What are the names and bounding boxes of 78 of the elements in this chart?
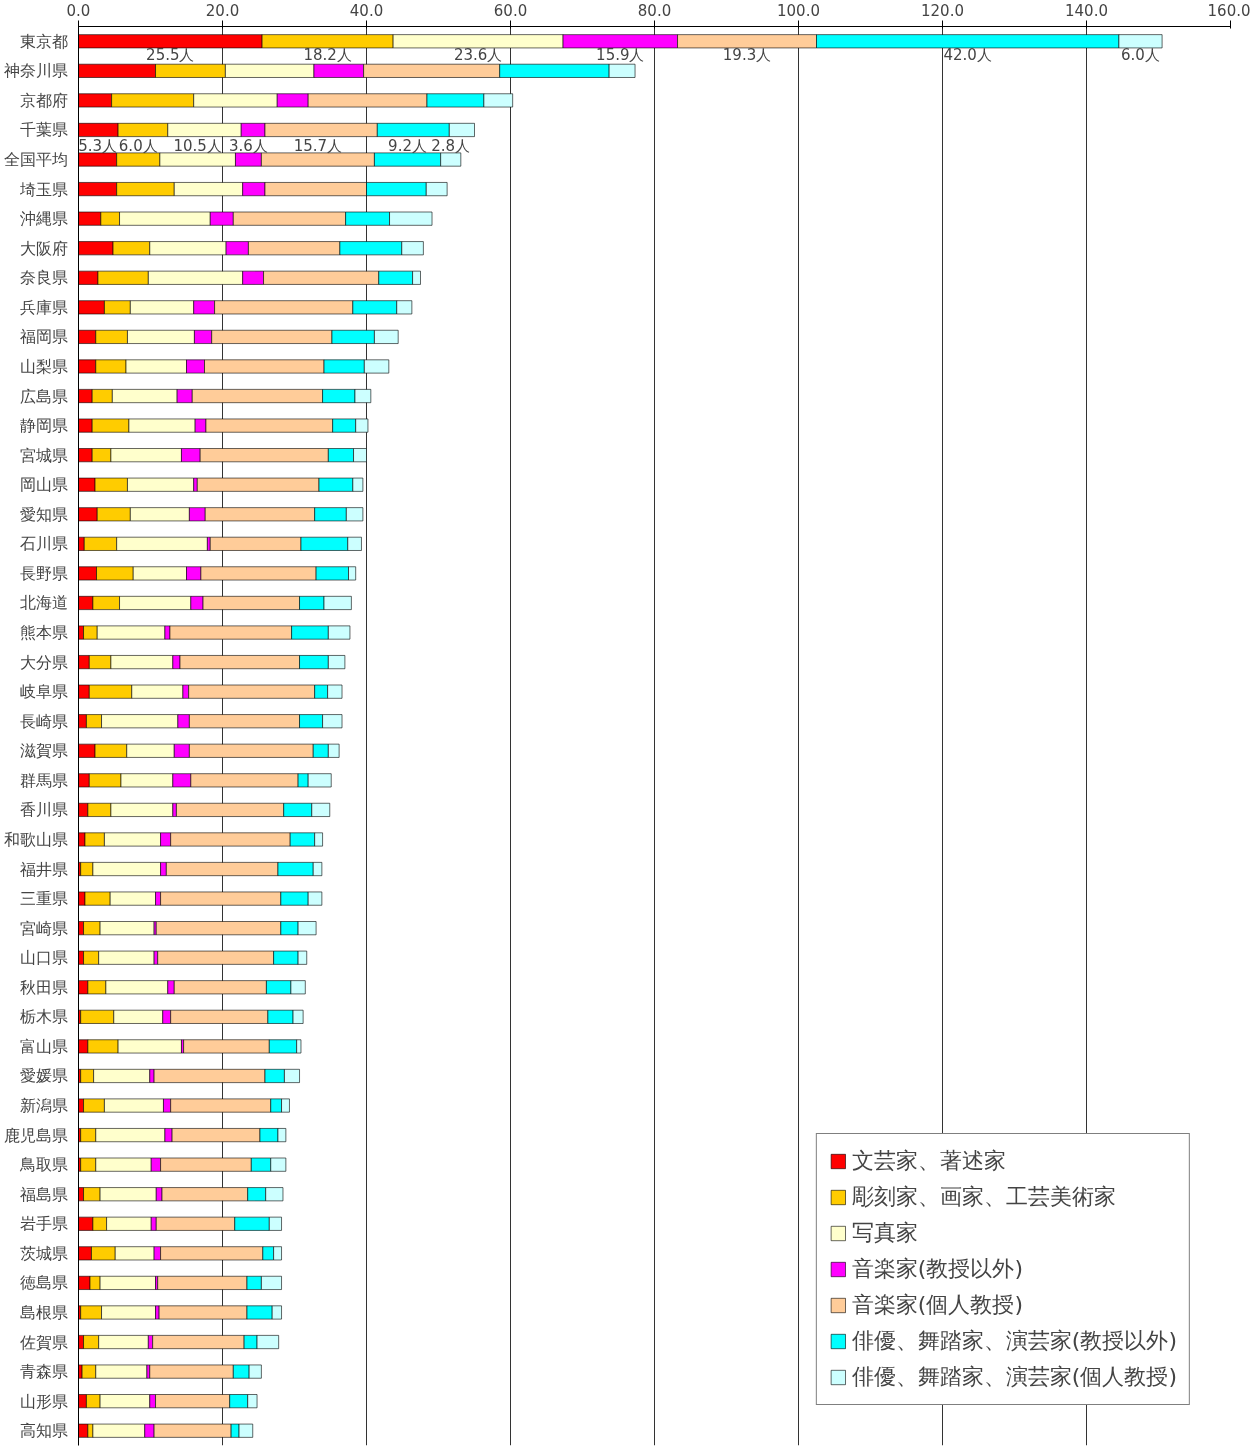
y-tick-label: 青森県 bbox=[19, 1362, 68, 1382]
y-tick-label: 滋賀県 bbox=[19, 741, 68, 761]
data-label: 3.6人 bbox=[228, 137, 268, 156]
legend-label: 音楽家(教授以外) bbox=[851, 1255, 1023, 1283]
y-tick-label: 山口県 bbox=[19, 948, 68, 968]
y-tick-label: 山梨県 bbox=[19, 356, 68, 376]
x-tick-label: 140.0 bbox=[1065, 1, 1108, 20]
y-tick-label: 和歌山県 bbox=[3, 829, 68, 849]
y-tick-label: 岩手県 bbox=[19, 1214, 68, 1234]
legend-label: 俳優、舞踏家、演芸家(教授以外) bbox=[851, 1327, 1177, 1355]
y-tick-label: 岐阜県 bbox=[19, 682, 68, 702]
y-tick-label: 千葉県 bbox=[19, 120, 68, 140]
y-tick-label: 宮崎県 bbox=[19, 918, 68, 938]
x-tick-label: 100.0 bbox=[777, 1, 820, 20]
y-tick-label: 長崎県 bbox=[19, 711, 68, 731]
y-tick-label: 熊本県 bbox=[19, 623, 68, 643]
y-tick-label: 高知県 bbox=[19, 1421, 68, 1441]
legend-label: 俳優、舞踏家、演芸家(個人教授) bbox=[851, 1363, 1177, 1391]
y-tick-label: 鳥取県 bbox=[18, 1155, 68, 1175]
data-label: 19.3人 bbox=[722, 45, 772, 64]
y-tick-label: 福井県 bbox=[19, 859, 68, 879]
data-label: 15.9人 bbox=[596, 45, 645, 64]
y-tick-label: 石川県 bbox=[19, 534, 68, 554]
data-label: 42.0人 bbox=[943, 45, 992, 64]
x-tick-label: 20.0 bbox=[205, 1, 240, 20]
y-tick-label: 鹿児島県 bbox=[3, 1125, 68, 1145]
data-label: 25.5人 bbox=[146, 45, 195, 64]
y-tick-label: 群馬県 bbox=[19, 770, 68, 790]
y-tick-label: 三重県 bbox=[19, 889, 68, 909]
data-label: 6.0人 bbox=[118, 137, 158, 156]
y-tick-label: 兵庫県 bbox=[19, 297, 68, 317]
y-tick-label: 東京都 bbox=[19, 31, 68, 51]
data-label: 5.3人 bbox=[78, 137, 118, 156]
y-tick-label: 京都府 bbox=[19, 90, 68, 110]
y-tick-label: 新潟県 bbox=[19, 1096, 68, 1116]
y-tick-label: 栃木県 bbox=[19, 1007, 68, 1027]
data-label: 23.6人 bbox=[453, 45, 503, 64]
y-tick-label: 愛知県 bbox=[19, 504, 68, 524]
x-tick-label: 40.0 bbox=[349, 1, 384, 20]
y-tick-label: 秋田県 bbox=[19, 977, 68, 997]
y-tick-label: 沖縄県 bbox=[19, 209, 68, 229]
data-label: 9.2人 bbox=[388, 137, 427, 156]
y-tick-label: 愛媛県 bbox=[19, 1066, 68, 1086]
legend-label: 彫刻家、画家、工芸美術家 bbox=[851, 1183, 1116, 1211]
y-tick-label: 大分県 bbox=[19, 652, 68, 672]
y-tick-label: 全国平均 bbox=[3, 150, 68, 170]
x-tick-label: 0.0 bbox=[66, 1, 91, 20]
y-tick-label: 静岡県 bbox=[19, 416, 68, 436]
data-label: 6.0人 bbox=[1121, 45, 1160, 64]
y-tick-label: 茨城県 bbox=[19, 1243, 68, 1263]
x-tick-label: 60.0 bbox=[493, 1, 528, 20]
legend-label: 文芸家、著述家 bbox=[851, 1147, 1006, 1175]
y-tick-label: 島根県 bbox=[19, 1302, 68, 1322]
y-tick-label: 福島県 bbox=[19, 1184, 68, 1204]
y-tick-label: 福岡県 bbox=[19, 327, 68, 347]
data-label: 18.2人 bbox=[303, 45, 352, 64]
y-tick-label: 徳島県 bbox=[19, 1273, 68, 1293]
y-tick-label: 神奈川県 bbox=[3, 61, 68, 81]
x-tick-label: 120.0 bbox=[921, 1, 964, 20]
data-label: 15.7人 bbox=[293, 137, 343, 156]
legend-label: 音楽家(個人教授) bbox=[851, 1291, 1023, 1319]
x-tick-label: 160.0 bbox=[1207, 1, 1251, 20]
data-label: 2.8人 bbox=[431, 137, 471, 156]
data-label: 10.5人 bbox=[173, 137, 222, 156]
y-tick-label: 岡山県 bbox=[19, 475, 68, 495]
y-tick-label: 大阪府 bbox=[19, 238, 68, 258]
y-tick-label: 広島県 bbox=[19, 386, 68, 406]
y-tick-label: 富山県 bbox=[19, 1036, 68, 1056]
y-tick-label: 埼玉県 bbox=[18, 179, 68, 199]
legend-label: 写真家 bbox=[851, 1219, 918, 1247]
y-tick-label: 北海道 bbox=[19, 593, 68, 613]
y-tick-label: 長野県 bbox=[19, 563, 68, 583]
y-tick-label: 山形県 bbox=[19, 1391, 68, 1411]
x-tick-label: 80.0 bbox=[637, 1, 672, 20]
y-tick-label: 香川県 bbox=[19, 800, 68, 820]
y-tick-label: 宮城県 bbox=[19, 445, 68, 465]
y-tick-label: 佐賀県 bbox=[19, 1332, 68, 1352]
y-tick-label: 奈良県 bbox=[19, 268, 68, 288]
